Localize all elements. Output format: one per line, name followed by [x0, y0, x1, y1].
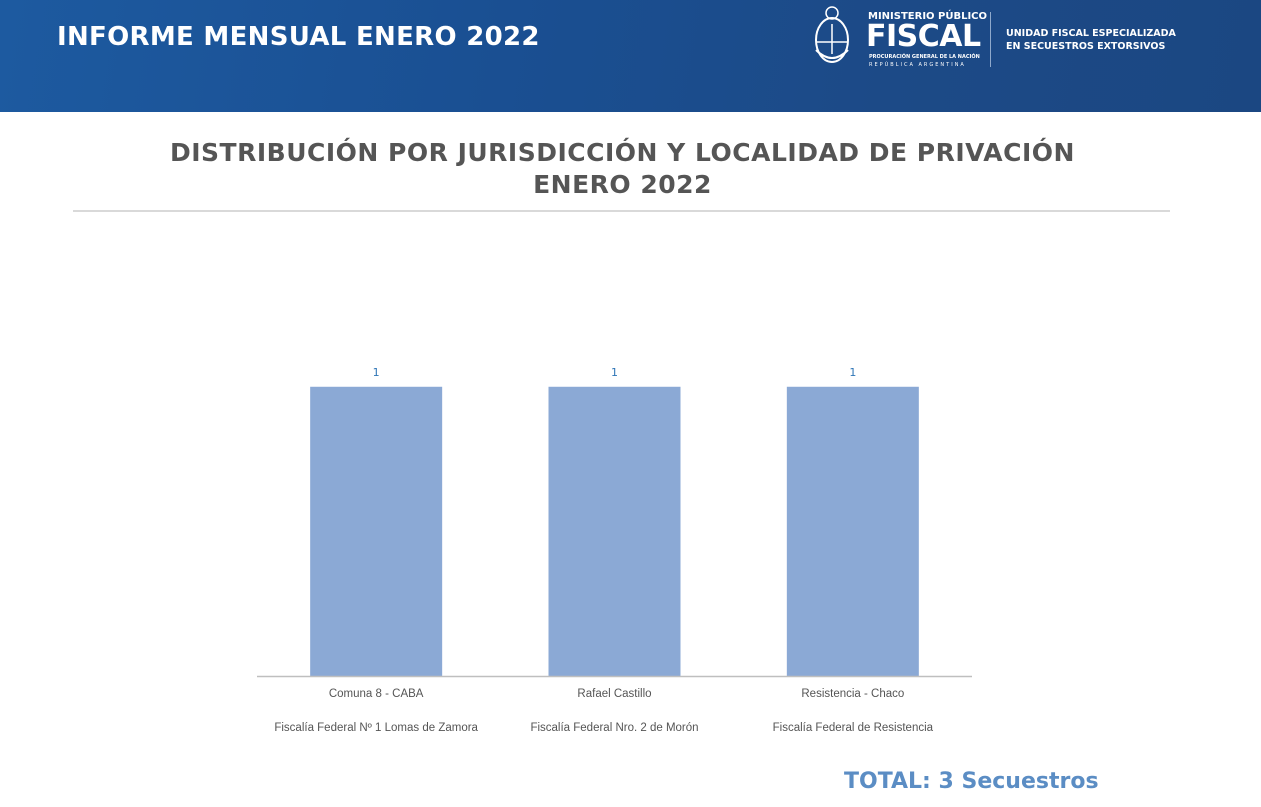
logo-republica: REPÚBLICA ARGENTINA	[869, 62, 966, 68]
logo-fiscal: FISCAL	[866, 19, 981, 54]
title-divider	[73, 210, 1170, 212]
unit-line-1: UNIDAD FISCAL ESPECIALIZADA	[1006, 28, 1176, 39]
x-tick-label: Rafael Castillo	[577, 688, 651, 700]
chart-title: DISTRIBUCIÓN POR JURISDICCIÓN Y LOCALIDA…	[170, 138, 1075, 167]
data-label: 1	[611, 366, 618, 379]
unit-line-2: EN SECUESTROS EXTORSIVOS	[1006, 41, 1166, 52]
bar	[548, 386, 681, 676]
bar	[786, 386, 919, 676]
x-tick-label: Comuna 8 - CABA	[329, 688, 424, 700]
logo-procuracion: PROCURACIÓN GENERAL DE LA NACIÓN	[869, 54, 980, 60]
logo-ministerio: MINISTERIO PÚBLICO	[868, 11, 988, 22]
chart-subtitle: ENERO 2022	[533, 170, 712, 199]
x-tick-label: Resistencia - Chaco	[801, 688, 904, 700]
coat-of-arms-logo	[815, 6, 849, 63]
data-label: 1	[849, 366, 856, 379]
header-divider	[990, 12, 991, 67]
x-subcategory-label: Fiscalía Federal Nº 1 Lomas de Zamora	[274, 722, 478, 734]
report-title: INFORME MENSUAL ENERO 2022	[57, 22, 540, 52]
total-label: TOTAL: 3 Secuestros	[844, 769, 1099, 794]
header-banner: INFORME MENSUAL ENERO 2022 MINISTERIO PÚ…	[0, 0, 1261, 112]
bar	[310, 386, 443, 676]
data-label: 1	[373, 366, 380, 379]
x-subcategory-label: Fiscalía Federal Nro. 2 de Morón	[530, 722, 698, 734]
unit-name: UNIDAD FISCAL ESPECIALIZADA EN SECUESTRO…	[1006, 27, 1176, 53]
x-subcategory-label: Fiscalía Federal de Resistencia	[773, 722, 934, 734]
